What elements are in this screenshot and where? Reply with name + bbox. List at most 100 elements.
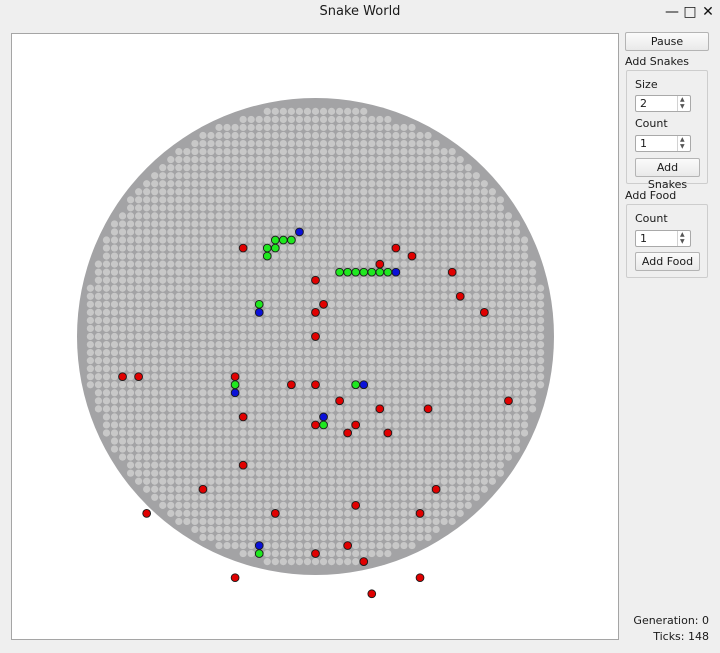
pause-button[interactable]: Pause xyxy=(625,32,709,51)
grid-cell xyxy=(384,365,392,373)
grid-cell xyxy=(143,445,151,453)
grid-cell xyxy=(255,252,263,260)
grid-cell xyxy=(287,389,295,397)
grid-cell xyxy=(488,292,496,300)
grid-cell xyxy=(255,365,263,373)
grid-cell xyxy=(287,228,295,236)
maximize-icon[interactable]: □ xyxy=(683,4,697,20)
grid-cell xyxy=(376,164,384,172)
grid-cell xyxy=(440,324,448,333)
grid-cell xyxy=(352,357,360,365)
snake-size-stepper[interactable]: ▲ ▼ xyxy=(677,96,690,111)
grid-cell xyxy=(287,413,295,421)
grid-cell xyxy=(311,340,320,349)
grid-cell xyxy=(287,533,295,542)
grid-cell xyxy=(368,340,376,349)
grid-cell xyxy=(311,188,320,196)
grid-cell xyxy=(191,525,199,534)
grid-cell xyxy=(247,236,255,244)
snake-size-spinbox[interactable]: 2 ▲ ▼ xyxy=(635,95,691,112)
grid-cell xyxy=(255,147,263,156)
grid-cell xyxy=(239,115,247,124)
grid-cell xyxy=(424,437,432,445)
arrow-up-icon[interactable]: ▲ xyxy=(680,96,685,103)
grid-cell xyxy=(464,308,472,316)
grid-cell xyxy=(424,517,432,526)
grid-cell xyxy=(263,300,271,308)
arrow-down-icon[interactable]: ▼ xyxy=(680,103,685,110)
grid-cell xyxy=(464,348,472,357)
grid-cell xyxy=(126,204,135,212)
grid-cell xyxy=(512,316,521,325)
grid-cell xyxy=(504,212,513,220)
add-snakes-button[interactable]: Add Snakes xyxy=(635,158,700,191)
grid-cell xyxy=(223,164,231,172)
grid-cell xyxy=(207,348,215,357)
grid-cell xyxy=(424,340,432,349)
grid-cell xyxy=(255,268,263,276)
grid-cell xyxy=(432,445,440,453)
grid-cell xyxy=(135,308,143,316)
grid-cell xyxy=(86,381,94,389)
grid-cell xyxy=(239,180,247,188)
grid-cell xyxy=(239,381,247,389)
grid-cell xyxy=(392,389,400,397)
food-count-stepper[interactable]: ▲ ▼ xyxy=(677,231,690,246)
grid-cell xyxy=(311,260,320,268)
grid-cell xyxy=(271,172,279,180)
grid-cell xyxy=(191,316,199,325)
grid-cell xyxy=(311,373,320,381)
grid-cell xyxy=(167,429,175,437)
grid-cell xyxy=(520,244,529,252)
close-icon[interactable]: ✕ xyxy=(702,4,714,20)
grid-cell xyxy=(303,517,312,526)
grid-cell xyxy=(239,212,247,220)
grid-cell xyxy=(400,147,408,156)
grid-cell xyxy=(279,212,287,220)
world-svg[interactable] xyxy=(12,34,618,639)
grid-cell xyxy=(408,445,416,453)
grid-cell xyxy=(319,453,328,461)
add-food-button[interactable]: Add Food xyxy=(635,252,700,271)
grid-cell xyxy=(143,332,151,341)
arrow-down-icon[interactable]: ▼ xyxy=(680,238,685,245)
snake-count-spinbox[interactable]: 1 ▲ ▼ xyxy=(635,135,691,152)
grid-cell xyxy=(215,525,223,534)
grid-cell xyxy=(247,228,255,236)
grid-cell xyxy=(223,324,231,333)
grid-cell xyxy=(512,300,521,308)
food-count-spinbox[interactable]: 1 ▲ ▼ xyxy=(635,230,691,247)
arrow-up-icon[interactable]: ▲ xyxy=(680,231,685,238)
grid-cell xyxy=(520,413,529,421)
grid-cell xyxy=(376,413,384,421)
grid-cell xyxy=(102,276,111,284)
grid-cell xyxy=(327,365,336,373)
grid-cell xyxy=(327,493,336,501)
snake-count-stepper[interactable]: ▲ ▼ xyxy=(677,136,690,151)
world-canvas[interactable] xyxy=(11,33,619,640)
grid-cell xyxy=(352,188,360,196)
grid-cell xyxy=(295,260,304,268)
grid-cell xyxy=(528,357,537,365)
grid-cell xyxy=(400,300,408,308)
grid-cell xyxy=(207,236,215,244)
grid-cell xyxy=(352,156,360,164)
grid-cell xyxy=(311,164,320,172)
grid-cell xyxy=(504,276,513,284)
grid-cell xyxy=(336,276,344,284)
grid-cell xyxy=(319,316,328,325)
arrow-up-icon[interactable]: ▲ xyxy=(680,136,685,143)
grid-cell xyxy=(135,196,143,204)
grid-cell xyxy=(239,405,247,413)
grid-cell xyxy=(239,509,247,517)
grid-cell xyxy=(102,365,111,373)
arrow-down-icon[interactable]: ▼ xyxy=(680,143,685,150)
grid-cell xyxy=(440,180,448,188)
grid-cell xyxy=(247,324,255,333)
grid-cell xyxy=(215,541,223,550)
grid-cell xyxy=(480,260,488,268)
grid-cell xyxy=(384,389,392,397)
grid-cell xyxy=(183,429,191,437)
grid-cell xyxy=(392,276,400,284)
minimize-icon[interactable]: — xyxy=(665,4,679,20)
